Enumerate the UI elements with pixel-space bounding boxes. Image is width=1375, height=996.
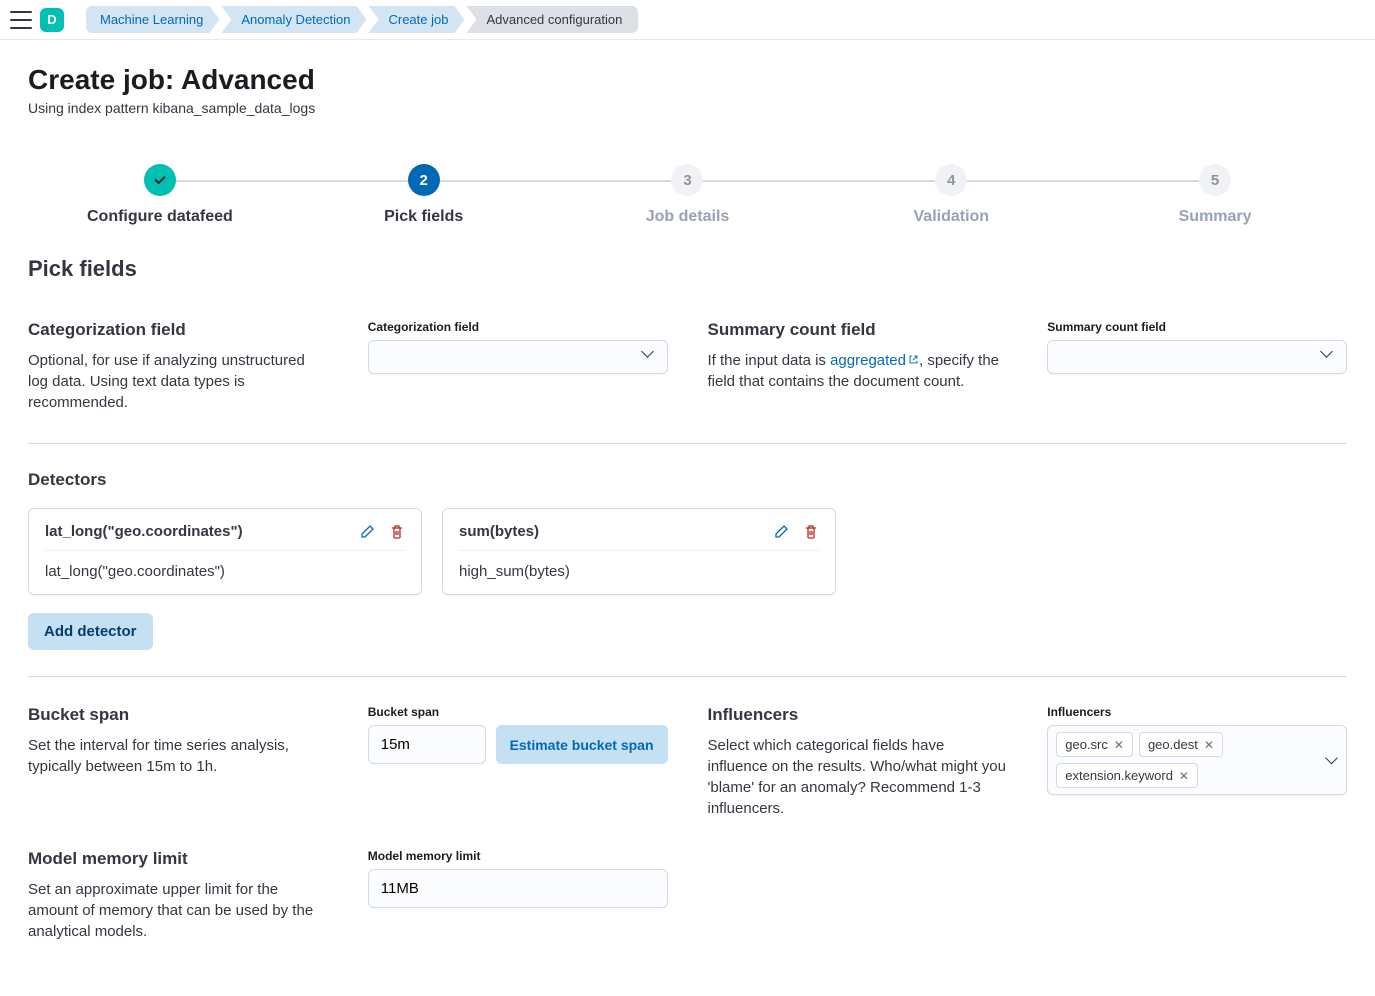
influencers-combo-box[interactable]: geo.src ✕ geo.dest ✕ extension.keyword ✕ [1047,725,1347,795]
trash-icon[interactable] [803,524,819,540]
categorization-field-select[interactable] [368,340,668,374]
bucket-field-label: Bucket span [368,705,668,719]
breadcrumb-item[interactable]: Machine Learning [86,6,219,33]
page-body: Create job: Advanced Using index pattern… [0,40,1375,996]
influencers-title: Influencers [708,705,1008,725]
stepper: Configure datafeed 2 Pick fields 3 Job d… [28,164,1347,226]
memory-limit-input[interactable] [368,869,668,908]
trash-icon[interactable] [389,524,405,540]
breadcrumb-item[interactable]: Anomaly Detection [221,6,366,33]
edit-icon[interactable] [773,524,789,540]
influencers-field-col: Influencers geo.src ✕ geo.dest ✕ extension… [1047,705,1347,819]
remove-tag-icon[interactable]: ✕ [1114,738,1124,752]
edit-icon[interactable] [359,524,375,540]
influencers-field-label: Influencers [1047,705,1347,719]
detector-card-title: sum(bytes) [459,523,539,540]
bucket-influencers-row: Bucket span Set the interval for time se… [28,677,1347,849]
aggregated-link[interactable]: aggregated [830,352,919,369]
step-job-details[interactable]: 3 Job details [556,164,820,226]
influencer-tag: geo.src ✕ [1056,732,1133,757]
tag-label: geo.src [1065,737,1108,752]
summary-count-field-label: Summary count field [1047,320,1347,334]
detector-card-body: lat_long("geo.coordinates") [45,551,405,580]
breadcrumb: Machine Learning Anomaly Detection Creat… [86,6,640,33]
detectors-title: Detectors [28,470,1347,490]
remove-tag-icon[interactable]: ✕ [1204,738,1214,752]
step-label: Pick fields [292,208,556,226]
section-heading: Pick fields [28,256,1347,282]
influencers-description: Influencers Select which categorical fie… [708,705,1008,819]
categorization-description: Categorization field Optional, for use i… [28,320,328,413]
memory-text: Set an approximate upper limit for the a… [28,879,328,942]
bucket-field-col: Bucket span Estimate bucket span [368,705,668,819]
external-link-icon [908,350,919,361]
remove-tag-icon[interactable]: ✕ [1179,769,1189,783]
memory-row: Model memory limit Set an approximate up… [28,849,1347,972]
step-number: 5 [1199,164,1231,196]
bucket-description: Bucket span Set the interval for time se… [28,705,328,819]
categorization-field-label: Categorization field [368,320,668,334]
page-title: Create job: Advanced [28,64,1347,96]
step-pick-fields[interactable]: 2 Pick fields [292,164,556,226]
memory-field-col: Model memory limit [368,849,668,942]
hamburger-menu-icon[interactable] [10,11,32,29]
bucket-text: Set the interval for time series analysi… [28,735,328,777]
summary-count-description: Summary count field If the input data is… [708,320,1008,413]
header-bar: D Machine Learning Anomaly Detection Cre… [0,0,1375,40]
tag-label: geo.dest [1148,737,1198,752]
detector-card: sum(bytes) high_sum(bytes) [442,508,836,595]
step-number: 2 [408,164,440,196]
chevron-down-icon [643,351,655,363]
detector-card: lat_long("geo.coordinates") lat_long("ge… [28,508,422,595]
step-validation[interactable]: 4 Validation [819,164,1083,226]
estimate-bucket-span-button[interactable]: Estimate bucket span [496,725,668,764]
categorization-title: Categorization field [28,320,328,340]
page-subtitle: Using index pattern kibana_sample_data_l… [28,100,1347,116]
bucket-title: Bucket span [28,705,328,725]
step-label: Job details [556,208,820,226]
add-detector-button[interactable]: Add detector [28,613,153,650]
detector-card-title: lat_long("geo.coordinates") [45,523,243,540]
check-icon [144,164,176,196]
influencers-text: Select which categorical fields have inf… [708,735,1008,819]
breadcrumb-item-current: Advanced configuration [466,6,638,33]
step-number: 4 [935,164,967,196]
breadcrumb-item[interactable]: Create job [368,6,464,33]
avatar[interactable]: D [40,8,64,32]
detector-card-body: high_sum(bytes) [459,551,819,580]
step-label: Configure datafeed [28,208,292,226]
summary-count-field-select[interactable] [1047,340,1347,374]
detector-cards: lat_long("geo.coordinates") lat_long("ge… [28,508,1347,595]
bucket-span-input[interactable] [368,725,486,764]
summary-count-text: If the input data is aggregated, specify… [708,350,1008,392]
step-label: Validation [819,208,1083,226]
summary-count-title: Summary count field [708,320,1008,340]
influencer-tag: geo.dest ✕ [1139,732,1223,757]
memory-title: Model memory limit [28,849,328,869]
categorization-summary-row: Categorization field Optional, for use i… [28,306,1347,444]
summary-count-field-col: Summary count field [1047,320,1347,413]
categorization-text: Optional, for use if analyzing unstructu… [28,350,328,413]
chevron-down-icon [1322,351,1334,363]
step-configure-datafeed[interactable]: Configure datafeed [28,164,292,226]
summary-count-prefix: If the input data is [708,352,831,369]
memory-description: Model memory limit Set an approximate up… [28,849,328,942]
step-number: 3 [671,164,703,196]
step-label: Summary [1083,208,1347,226]
chevron-down-icon [1327,754,1336,763]
categorization-field-col: Categorization field [368,320,668,413]
influencer-tag: extension.keyword ✕ [1056,763,1198,788]
memory-field-label: Model memory limit [368,849,668,863]
tag-label: extension.keyword [1065,768,1173,783]
detectors-section: Detectors lat_long("geo.coordinates") la… [28,444,1347,677]
step-summary[interactable]: 5 Summary [1083,164,1347,226]
